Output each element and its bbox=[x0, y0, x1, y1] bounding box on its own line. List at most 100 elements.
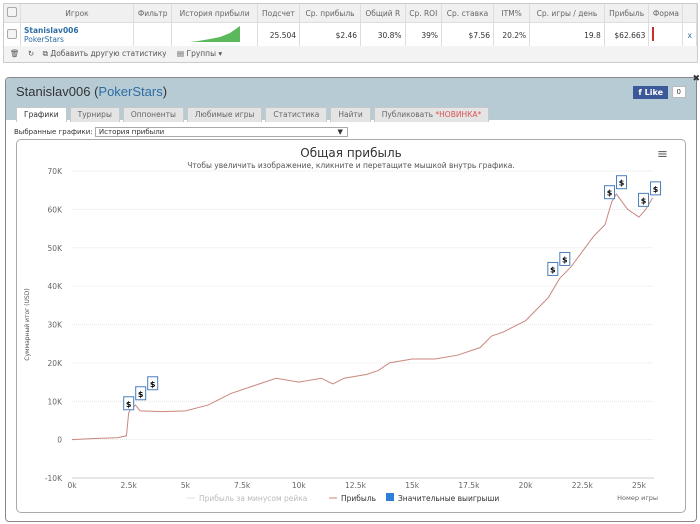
legend-item: Прибыль bbox=[341, 494, 376, 503]
y-tick-label: 30K bbox=[48, 321, 64, 330]
stats-table-panel: Игрок Фильтр История прибыли Подсчет Ср.… bbox=[3, 3, 698, 63]
big-win-flag-label: $ bbox=[653, 185, 659, 194]
profit-sparkline bbox=[189, 26, 240, 42]
col-header[interactable]: Игрок bbox=[20, 4, 134, 23]
cell-total-r: 30.8% bbox=[360, 22, 406, 48]
chart-select-value: История прибыли bbox=[98, 128, 165, 136]
remove-row-button[interactable]: x bbox=[682, 22, 697, 48]
x-tick-label: 2.5k bbox=[121, 481, 138, 490]
close-icon[interactable]: ✖ bbox=[692, 74, 700, 84]
x-tick-label: 10k bbox=[292, 481, 307, 490]
refresh-icon[interactable]: ↻ bbox=[27, 49, 35, 58]
groups-label: Группы bbox=[186, 49, 217, 58]
big-win-flag bbox=[616, 175, 628, 190]
big-win-flag-label: $ bbox=[619, 179, 625, 188]
profit-line bbox=[71, 193, 654, 441]
tab-favorite-games[interactable]: Любимые игры bbox=[186, 107, 263, 122]
chart-select[interactable]: История прибыли ▼ bbox=[94, 127, 348, 137]
groups-button[interactable]: ▤ Группы ▾ bbox=[177, 49, 223, 58]
tab-find[interactable]: Найти bbox=[330, 107, 371, 122]
select-label: Выбранные графики: bbox=[14, 128, 93, 136]
x-tick-label: 25k bbox=[632, 481, 647, 490]
col-header[interactable]: Подсчет bbox=[257, 4, 301, 23]
cell-games-day: 19.8 bbox=[529, 22, 605, 48]
player-name[interactable]: Stanislav006 bbox=[24, 26, 79, 35]
publish-label: Публиковать bbox=[381, 110, 434, 119]
y-tick-label: 10K bbox=[48, 397, 64, 406]
big-win-flag bbox=[559, 251, 571, 266]
cell-count: 25.504 bbox=[257, 22, 301, 48]
select-all-checkbox[interactable] bbox=[7, 7, 17, 17]
x-tick-label: 12.5k bbox=[345, 481, 367, 490]
like-label: Like bbox=[644, 88, 663, 97]
x-tick-label: 17.5k bbox=[458, 481, 480, 490]
cell-itm: 20.2% bbox=[493, 22, 531, 48]
menu-icon[interactable]: ≡ bbox=[657, 147, 668, 162]
big-win-flag bbox=[547, 261, 559, 276]
big-win-flag-label: $ bbox=[138, 390, 144, 399]
add-stat-button[interactable]: ⧉ Добавить другую статистику bbox=[42, 49, 167, 58]
col-header[interactable]: ITM% bbox=[493, 4, 531, 23]
big-win-flag-label: $ bbox=[607, 189, 613, 198]
x-tick-label: 0k bbox=[67, 481, 77, 490]
player-window: Stanislav006 (PokerStars) f Like 0 ✖ Гра… bbox=[5, 74, 700, 522]
tab-publish[interactable]: Публиковать *НОВИНКА* bbox=[373, 107, 490, 122]
x-axis-label: Номер игры bbox=[617, 494, 658, 502]
x-tick-label: 15k bbox=[405, 481, 420, 490]
big-win-flag-label: $ bbox=[550, 265, 556, 274]
big-win-flag bbox=[650, 181, 662, 196]
y-tick-label: -10K bbox=[45, 474, 63, 483]
tab-statistics[interactable]: Статистика bbox=[265, 107, 328, 122]
like-count: 0 bbox=[671, 86, 686, 98]
new-badge: *НОВИНКА* bbox=[435, 110, 482, 119]
col-header[interactable]: Прибыль bbox=[604, 4, 650, 23]
site-link[interactable]: PokerStars bbox=[98, 84, 163, 99]
col-header[interactable]: Ср. прибыль bbox=[299, 4, 362, 23]
y-tick-label: 60K bbox=[48, 205, 64, 214]
big-win-flag bbox=[604, 185, 616, 200]
table-row: Stanislav006 PokerStars 25.504 $2.46 30.8… bbox=[4, 22, 697, 48]
y-tick-label: 0 bbox=[57, 436, 62, 445]
legend-item: Значительные выигрыши bbox=[398, 494, 499, 503]
table-toolbar: 🗑 ↻ ⧉ Добавить другую статистику ▤ Групп… bbox=[4, 46, 697, 62]
row-checkbox[interactable] bbox=[7, 29, 17, 39]
col-header[interactable]: Общий R bbox=[360, 4, 406, 23]
big-win-flag-label: $ bbox=[562, 255, 568, 264]
window-title: Stanislav006 (PokerStars) bbox=[16, 84, 168, 99]
legend-item: Прибыль за минусом рейка bbox=[199, 494, 307, 503]
col-header[interactable]: Форма bbox=[648, 4, 684, 23]
x-tick-label: 22.5k bbox=[572, 481, 594, 490]
y-tick-label: 40K bbox=[48, 282, 64, 291]
big-win-flag bbox=[638, 192, 650, 207]
tab-tournaments[interactable]: Турниры bbox=[69, 107, 120, 122]
cell-avg-profit: $2.46 bbox=[299, 22, 362, 48]
tab-opponents[interactable]: Оппоненты bbox=[122, 107, 184, 122]
x-tick-label: 20k bbox=[519, 481, 534, 490]
x-tick-label: 7.5k bbox=[234, 481, 251, 490]
y-tick-label: 70K bbox=[48, 167, 64, 176]
big-win-flag bbox=[123, 396, 135, 411]
chart-subtitle: Чтобы увеличить изображение, кликните и … bbox=[187, 161, 515, 170]
big-win-flag bbox=[147, 376, 159, 391]
col-header[interactable]: История прибыли bbox=[171, 4, 258, 23]
facebook-like-button[interactable]: f Like bbox=[633, 86, 668, 99]
tab-charts[interactable]: Графики bbox=[16, 107, 67, 122]
big-win-flag-label: $ bbox=[641, 196, 647, 205]
cell-profit: $62.663 bbox=[604, 22, 650, 48]
col-header[interactable]: Ср. ставка bbox=[441, 4, 495, 23]
col-header[interactable]: Ср. игры / день bbox=[529, 4, 605, 23]
col-header[interactable]: Ср. ROI bbox=[405, 4, 442, 23]
player-site[interactable]: PokerStars bbox=[24, 35, 64, 44]
add-stat-label: Добавить другую статистику bbox=[50, 49, 167, 58]
big-win-flag bbox=[135, 386, 147, 401]
chart-title: Общая прибыль bbox=[300, 146, 401, 160]
y-tick-label: 20K bbox=[48, 359, 64, 368]
cell-avg-roi: 39% bbox=[405, 22, 442, 48]
y-axis-label: Суммарный итог (USD) bbox=[24, 288, 31, 360]
cell-avg-stake: $7.56 bbox=[441, 22, 495, 48]
col-header[interactable]: Фильтр bbox=[133, 4, 173, 23]
trash-icon[interactable]: 🗑 bbox=[10, 49, 20, 58]
player-name: Stanislav006 bbox=[16, 84, 91, 99]
chart-container: Общая прибыль Чтобы увеличить изображение… bbox=[16, 139, 686, 513]
